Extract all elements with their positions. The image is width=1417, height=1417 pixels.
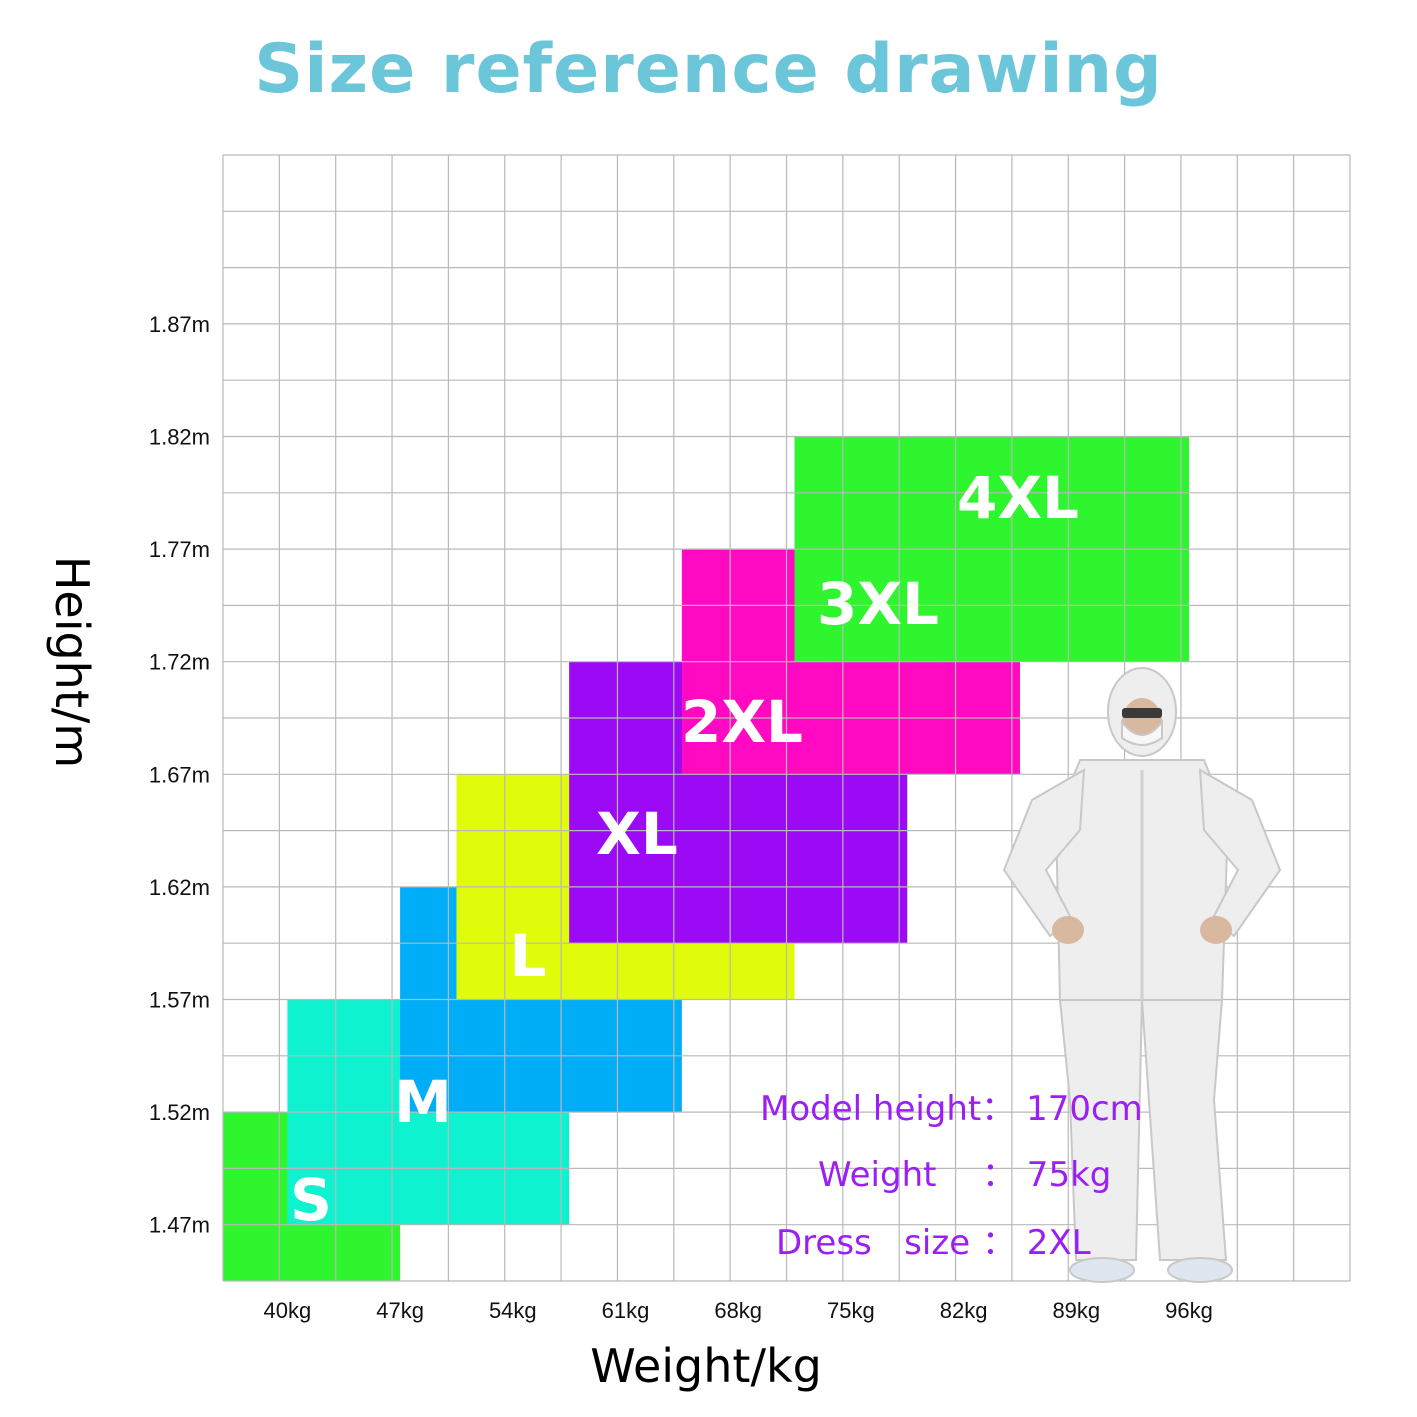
model-info: Model height： 170cm Weight ： 75kg Dress …	[760, 1089, 1143, 1263]
model-figure	[1002, 667, 1282, 1283]
size-label-s: S	[290, 1166, 332, 1234]
model-coverall-illustration	[1002, 667, 1282, 1283]
y-tick-label: 1.47m	[149, 1213, 210, 1238]
size-label-m: M	[394, 1068, 452, 1136]
size-label-3xl: 3XL	[817, 570, 939, 638]
x-tick-label: 54kg	[489, 1298, 537, 1323]
y-tick-label: 1.62m	[149, 875, 210, 900]
size-label-l: L	[510, 922, 547, 990]
model-size-label: Dress size	[776, 1223, 970, 1263]
model-size-value: ： 2XL	[982, 1223, 1091, 1263]
size-label-2xl: 2XL	[681, 688, 803, 756]
x-tick-label: 96kg	[1165, 1298, 1213, 1323]
chart-title: Size reference drawing	[254, 30, 1163, 109]
x-tick-label: 82kg	[940, 1298, 988, 1323]
y-tick-label: 1.67m	[149, 762, 210, 787]
x-tick-label: 40kg	[264, 1298, 312, 1323]
y-axis-title: Height/m	[45, 556, 99, 768]
size-label-xl: XL	[596, 800, 678, 868]
x-tick-label: 68kg	[714, 1298, 762, 1323]
x-axis-title: Weight/kg	[590, 1339, 822, 1393]
x-tick-label: 61kg	[602, 1298, 650, 1323]
y-tick-label: 1.52m	[149, 1100, 210, 1125]
x-tick-label: 89kg	[1052, 1298, 1100, 1323]
chart-grid	[222, 154, 1351, 1282]
model-height-text: Model height： 170cm	[760, 1089, 1143, 1129]
x-tick-label: 75kg	[827, 1298, 875, 1323]
x-tick-labels: 40kg 47kg 54kg 61kg 68kg 75kg 82kg 89kg 96kg	[264, 1298, 1213, 1323]
model-weight-value: ： 75kg	[982, 1155, 1111, 1195]
x-tick-label: 47kg	[376, 1298, 424, 1323]
size-label-4xl: 4XL	[957, 464, 1079, 532]
y-tick-label: 1.82m	[149, 425, 210, 450]
y-tick-labels: 1.87m 1.82m 1.77m 1.72m 1.67m 1.62m 1.57m 1.52m…	[149, 312, 210, 1238]
y-tick-label: 1.72m	[149, 650, 210, 675]
y-tick-label: 1.77m	[149, 537, 210, 562]
model-weight-label: Weight	[818, 1155, 936, 1195]
y-tick-label: 1.87m	[149, 312, 210, 337]
y-tick-label: 1.57m	[149, 988, 210, 1013]
